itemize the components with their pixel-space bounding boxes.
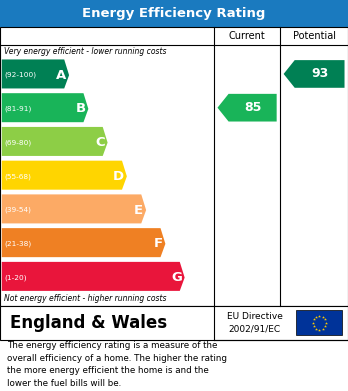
Text: (39-54): (39-54): [5, 207, 32, 213]
Text: (81-91): (81-91): [5, 106, 32, 112]
Text: (69-80): (69-80): [5, 139, 32, 146]
Text: D: D: [113, 170, 124, 183]
Text: Energy Efficiency Rating: Energy Efficiency Rating: [82, 7, 266, 20]
Bar: [0, 0, 348, 27]
Text: G: G: [171, 271, 182, 284]
Text: A: A: [56, 69, 66, 82]
Text: C: C: [95, 136, 105, 149]
Bar: [296, 310, 342, 335]
Bar: [0, 27, 348, 306]
Text: (55-68): (55-68): [5, 173, 32, 179]
Text: F: F: [153, 237, 163, 250]
Polygon shape: [2, 194, 146, 223]
Bar: [0, 306, 348, 340]
Polygon shape: [2, 228, 165, 257]
Polygon shape: [2, 262, 185, 291]
Text: B: B: [76, 102, 86, 115]
Text: Current: Current: [229, 30, 266, 41]
Text: EU Directive
2002/91/EC: EU Directive 2002/91/EC: [227, 312, 283, 334]
Text: The energy efficiency rating is a measure of the
overall efficiency of a home. T: The energy efficiency rating is a measur…: [7, 341, 227, 388]
Polygon shape: [2, 161, 127, 190]
Text: Not energy efficient - higher running costs: Not energy efficient - higher running co…: [4, 294, 167, 303]
Text: (1-20): (1-20): [5, 274, 27, 281]
Polygon shape: [218, 94, 277, 122]
Text: England & Wales: England & Wales: [10, 314, 168, 332]
Text: 85: 85: [244, 101, 261, 114]
Polygon shape: [2, 127, 108, 156]
Polygon shape: [284, 60, 345, 88]
Text: E: E: [134, 204, 143, 217]
Text: 93: 93: [311, 68, 328, 81]
Polygon shape: [2, 93, 88, 122]
Text: (92-100): (92-100): [5, 72, 37, 78]
Polygon shape: [2, 59, 69, 88]
Text: Potential: Potential: [293, 30, 335, 41]
Text: Very energy efficient - lower running costs: Very energy efficient - lower running co…: [4, 47, 167, 56]
Text: (21-38): (21-38): [5, 240, 32, 247]
